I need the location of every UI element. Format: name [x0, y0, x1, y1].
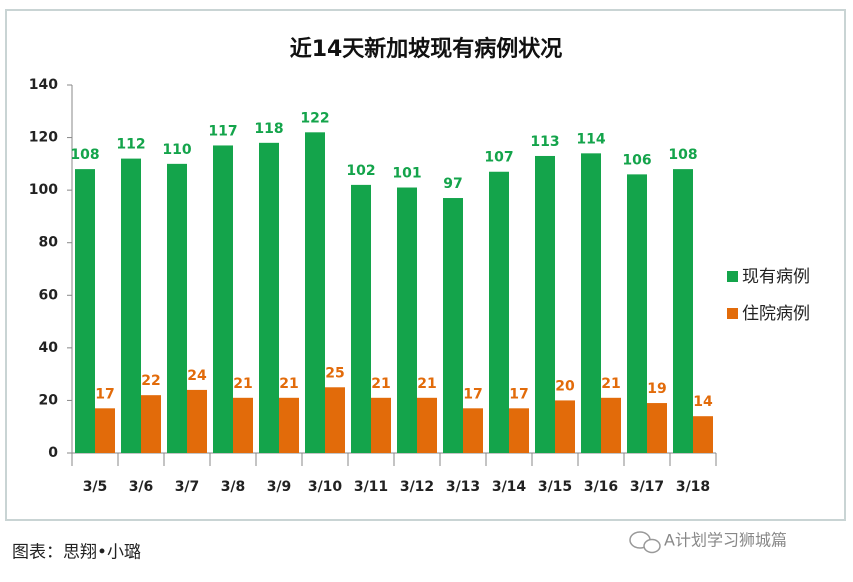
value-label: 21	[279, 376, 298, 392]
value-label: 113	[530, 134, 559, 150]
x-tick-label: 3/14	[492, 479, 527, 495]
chart-title: 近14天新加坡现有病例状况	[290, 36, 563, 62]
caption: 图表：思翔•小璐	[12, 543, 141, 563]
legend-label: 现有病例	[742, 267, 810, 287]
value-label: 21	[371, 376, 390, 392]
x-tick-label: 3/6	[129, 479, 154, 495]
y-tick-label: 80	[39, 235, 59, 251]
bar	[141, 395, 161, 453]
legend-label: 住院病例	[742, 304, 810, 324]
legend-swatch	[727, 271, 738, 282]
y-tick-label: 100	[29, 182, 58, 198]
value-label: 19	[647, 381, 666, 397]
x-tick-label: 3/9	[267, 479, 292, 495]
x-tick-label: 3/16	[584, 479, 618, 495]
value-label: 118	[254, 121, 283, 137]
bar	[397, 187, 417, 453]
value-label: 97	[443, 176, 462, 192]
watermark-icon	[629, 531, 661, 554]
bar	[75, 169, 95, 453]
y-tick-label: 0	[48, 445, 58, 461]
bar	[187, 389, 207, 453]
bar	[627, 174, 647, 453]
bar	[535, 155, 555, 453]
y-tick-label: 120	[29, 130, 58, 146]
x-tick-label: 3/5	[83, 479, 108, 495]
bar	[279, 397, 299, 453]
value-label: 108	[70, 147, 99, 163]
bar	[673, 169, 693, 453]
value-label: 101	[392, 166, 421, 182]
value-label: 24	[187, 368, 207, 384]
bar	[95, 408, 115, 453]
value-label: 106	[622, 152, 651, 168]
value-label: 17	[95, 386, 114, 402]
x-tick-label: 3/8	[221, 479, 246, 495]
bar	[351, 184, 371, 453]
bar	[259, 142, 279, 454]
bar	[371, 397, 391, 453]
y-tick-label: 20	[39, 392, 59, 408]
value-label: 22	[141, 373, 160, 389]
bar	[233, 397, 253, 453]
bar	[509, 408, 529, 453]
bar	[489, 171, 509, 453]
value-label: 20	[555, 378, 575, 394]
x-tick-label: 3/18	[676, 479, 710, 495]
value-label: 25	[325, 365, 344, 381]
value-label: 21	[233, 376, 252, 392]
y-tick-label: 140	[29, 77, 58, 93]
x-tick-label: 3/13	[446, 479, 480, 495]
y-tick-label: 60	[39, 287, 59, 303]
value-label: 102	[346, 163, 375, 179]
value-label: 17	[463, 386, 482, 402]
bar	[581, 153, 601, 454]
value-label: 14	[693, 394, 713, 410]
x-tick-label: 3/12	[400, 479, 434, 495]
value-label: 17	[509, 386, 528, 402]
bar	[213, 145, 233, 453]
value-label: 112	[116, 137, 145, 153]
value-label: 21	[417, 376, 436, 392]
bar	[443, 198, 463, 453]
value-label: 108	[668, 147, 697, 163]
value-label: 107	[484, 150, 513, 166]
bar	[121, 158, 141, 453]
bar	[167, 163, 187, 453]
x-tick-label: 3/7	[175, 479, 200, 495]
x-tick-label: 3/11	[354, 479, 388, 495]
bar	[555, 400, 575, 453]
value-label: 114	[576, 131, 605, 147]
x-tick-label: 3/17	[630, 479, 664, 495]
y-tick-label: 40	[39, 340, 59, 356]
bar	[601, 397, 621, 453]
bar	[463, 408, 483, 453]
value-label: 110	[162, 142, 191, 158]
bar	[325, 387, 345, 453]
watermark: A计划学习狮城篇	[664, 531, 787, 550]
value-label: 117	[208, 123, 237, 139]
value-label: 122	[300, 110, 329, 126]
value-label: 21	[601, 376, 620, 392]
bar	[647, 403, 667, 453]
bar	[693, 416, 713, 453]
legend-swatch	[727, 308, 738, 319]
x-tick-label: 3/15	[538, 479, 572, 495]
x-tick-label: 3/10	[308, 479, 343, 495]
bar	[305, 132, 325, 454]
chart-frame	[5, 9, 846, 521]
bar	[417, 397, 437, 453]
